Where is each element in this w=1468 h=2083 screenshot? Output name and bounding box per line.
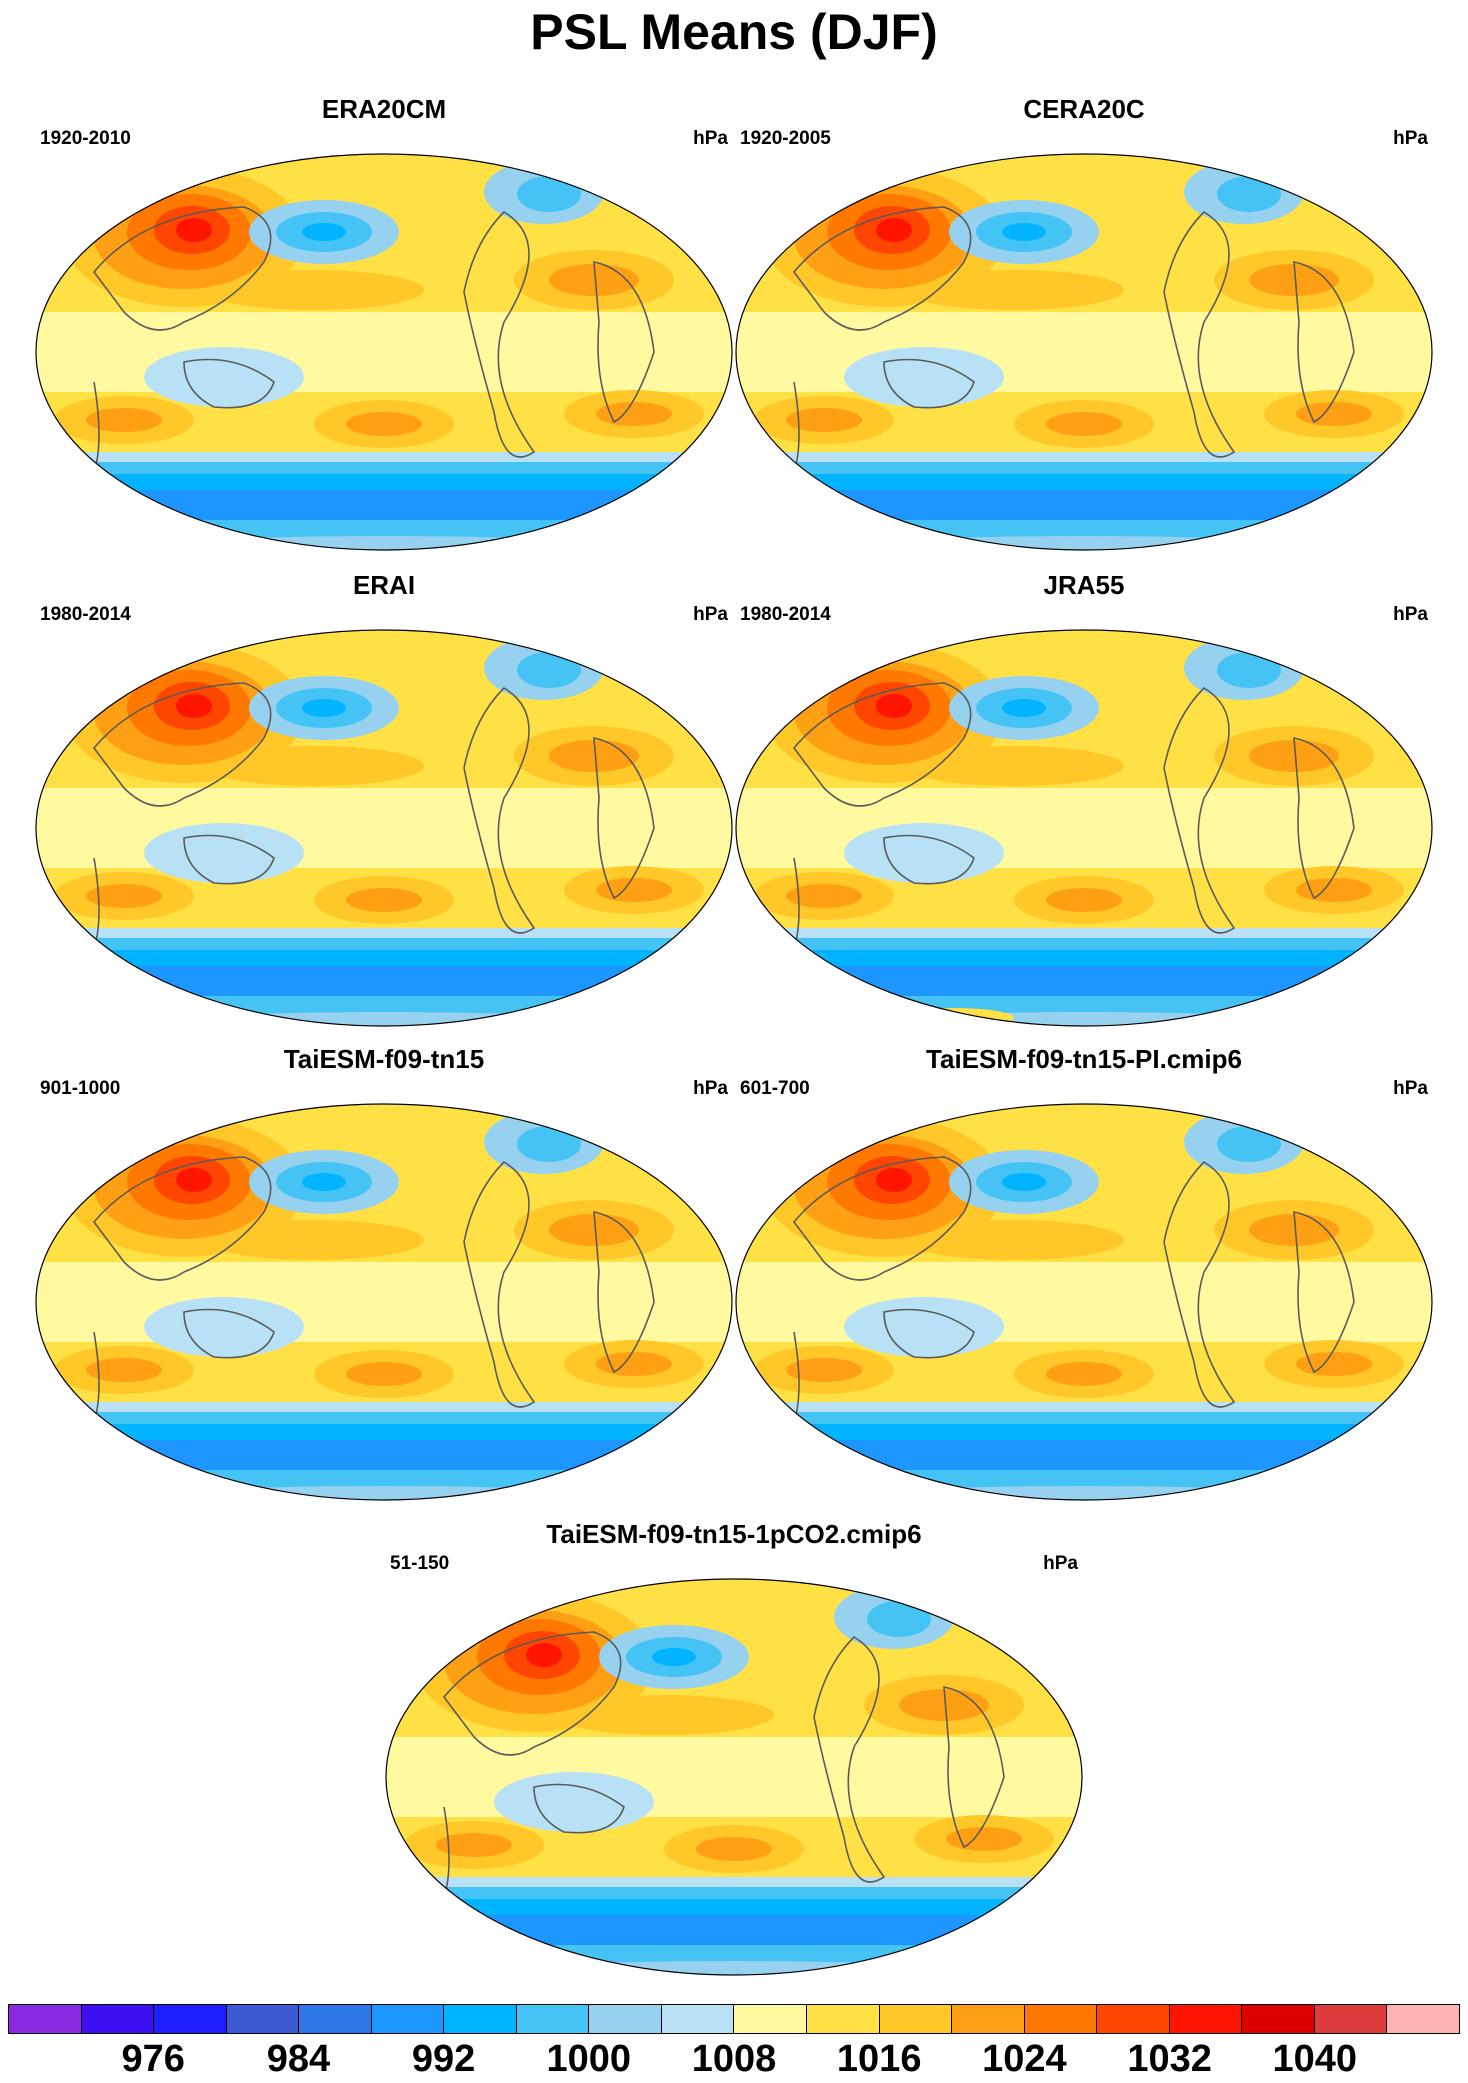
colorbar-box [1169,2005,1243,2033]
panel-title: CERA20C [1023,94,1145,124]
colorbar-box [1097,2005,1170,2033]
colorbar-labels: 976 984 992 1000 1008 1016 1024 1032 1040 [8,2038,1460,2083]
psl-map [35,1103,733,1501]
colorbar-label: 984 [266,2038,331,2080]
panel-units: hPa [1043,1553,1078,1574]
colorbar-box [1242,2005,1315,2033]
map-panel: TaiESM-f09-tn15 901-1000 hPa [34,1044,734,1509]
colorbar-label: 976 [121,2038,185,2080]
colorbar-label: 1016 [836,2038,922,2080]
figure-title: PSL Means (DJF) [530,4,938,60]
psl-map [385,1578,1083,1976]
colorbar-box [1314,2005,1388,2033]
colorbar-box [9,2005,82,2033]
colorbar-box [879,2005,953,2033]
colorbar-label: 1032 [1127,2038,1212,2080]
map-panel: CERA20C 1920-2005 hPa [734,94,1434,559]
colorbar-label: 1024 [982,2038,1067,2080]
psl-map [735,629,1433,1027]
colorbar-box [516,2005,590,2033]
colorbar-box [952,2005,1025,2033]
colorbar-box [734,2005,808,2033]
psl-map [735,153,1433,551]
panel-units: hPa [1393,1078,1428,1099]
psl-map [35,629,733,1027]
colorbar-box [81,2005,155,2033]
panel-period: 1980-2014 [740,604,831,625]
colorbar-box [371,2005,445,2033]
map-panel: TaiESM-f09-tn15-PI.cmip6 601-700 hPa [734,1044,1434,1509]
panel-title: TaiESM-f09-tn15 [283,1044,485,1074]
colorbar-box [807,2005,880,2033]
colorbar-box [1024,2005,1098,2033]
colorbar-box [154,2005,227,2033]
panel-period: 1920-2010 [40,128,131,149]
panel-title: TaiESM-f09-tn15-PI.cmip6 [926,1044,1242,1074]
psl-map [735,1103,1433,1501]
colorbar-box [1387,2005,1459,2033]
colorbar-box [661,2005,735,2033]
colorbar-label: 1000 [546,2038,632,2080]
panel-period: 601-700 [740,1078,810,1099]
map-panel: ERAI 1980-2014 hPa [34,570,734,1035]
psl-map [35,153,733,551]
colorbar-label: 1008 [691,2038,777,2080]
panel-units: hPa [1393,604,1428,625]
panel-title: TaiESM-f09-tn15-1pCO2.cmip6 [546,1519,922,1549]
panel-units: hPa [693,128,728,149]
panel-units: hPa [1393,128,1428,149]
panel-title: JRA55 [1043,570,1125,600]
colorbar-box [444,2005,517,2033]
colorbar-box [226,2005,300,2033]
panel-period: 901-1000 [40,1078,121,1099]
panel-period: 1980-2014 [40,604,131,625]
map-panel: ERA20CM 1920-2010 hPa [34,94,734,559]
panel-title: ERAI [352,570,416,600]
colorbar-label: 992 [411,2038,476,2080]
colorbar [8,2004,1460,2034]
panel-units: hPa [693,1078,728,1099]
colorbar-box [299,2005,372,2033]
panel-title: ERA20CM [321,94,447,124]
map-panel: TaiESM-f09-tn15-1pCO2.cmip6 51-150 hPa [384,1519,1084,1984]
colorbar-label: 1040 [1272,2038,1358,2080]
panel-units: hPa [693,604,728,625]
panel-period: 1920-2005 [740,128,831,149]
map-panel: JRA55 1980-2014 hPa [734,570,1434,1035]
panel-period: 51-150 [390,1553,450,1574]
colorbar-box [589,2005,662,2033]
